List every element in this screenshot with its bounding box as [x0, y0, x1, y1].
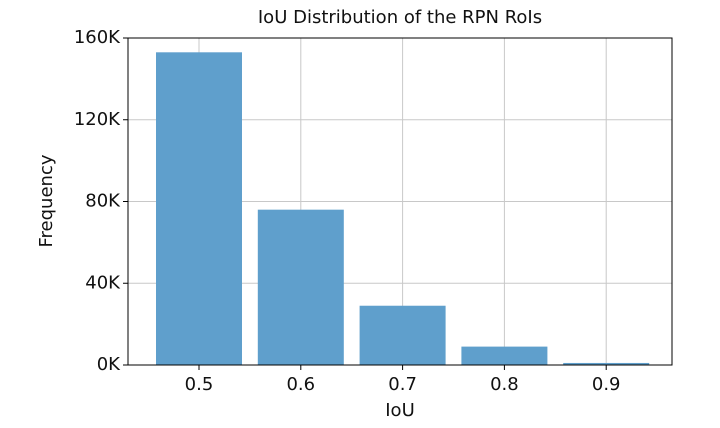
y-axis-label: Frequency	[36, 154, 57, 247]
chart-title: IoU Distribution of the RPN RoIs	[258, 7, 542, 28]
bar	[156, 52, 242, 366]
x-tick-label: 0.6	[286, 374, 315, 395]
bar	[257, 209, 344, 365]
plot-frame	[127, 37, 673, 366]
x-tick-label: 0.7	[388, 374, 417, 395]
y-tick-label: 0K	[97, 354, 121, 375]
y-tick-label: 40K	[85, 272, 121, 293]
y-tick-label: 120K	[74, 109, 121, 130]
y-tick-label: 160K	[74, 27, 121, 48]
bar	[563, 362, 650, 365]
x-tick-label: 0.5	[185, 374, 214, 395]
bar	[461, 346, 548, 365]
x-tick-label: 0.8	[490, 374, 519, 395]
x-axis-label: IoU	[385, 400, 415, 421]
bar	[359, 305, 446, 365]
y-tick-label: 80K	[85, 191, 121, 212]
x-tick-label: 0.9	[592, 374, 621, 395]
